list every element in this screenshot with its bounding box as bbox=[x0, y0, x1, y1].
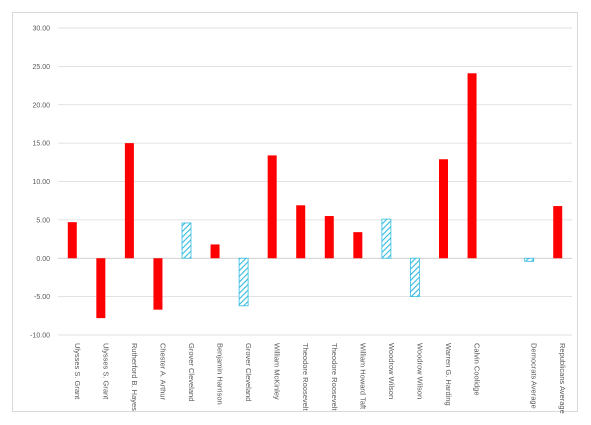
x-category-label: Grover Cleveland bbox=[187, 343, 196, 401]
bar bbox=[238, 257, 249, 307]
x-category-label: Chester A. Arthur bbox=[158, 343, 167, 401]
x-category-label: Republicans Average bbox=[558, 343, 567, 414]
bar bbox=[410, 257, 420, 298]
y-tick-label: 25.00 bbox=[32, 64, 50, 71]
y-tick-label: 20.00 bbox=[32, 102, 50, 109]
x-category-label: Calvin Coolidge bbox=[473, 343, 482, 396]
y-tick-label: 30.00 bbox=[32, 26, 50, 33]
bar bbox=[210, 244, 220, 259]
x-category-label: William Howard Taft bbox=[358, 343, 367, 410]
bar bbox=[296, 205, 306, 259]
bars bbox=[67, 73, 563, 319]
y-tick-label: -10.00 bbox=[30, 333, 50, 340]
x-category-label: Warren G. Harding bbox=[444, 343, 453, 406]
x-axis-category-labels: Ulysses S. Grant Ulysses S. Grant Rutherfo… bbox=[73, 343, 567, 414]
bar bbox=[153, 258, 163, 310]
chart-frame bbox=[12, 12, 578, 412]
bar bbox=[381, 218, 392, 259]
x-category-label: Woodrow Wilson bbox=[387, 343, 396, 399]
y-tick-label: 5.00 bbox=[36, 217, 50, 224]
y-tick-label: -5.00 bbox=[34, 294, 50, 301]
bar bbox=[524, 257, 535, 262]
bar bbox=[181, 222, 192, 259]
y-tick-label: 0.00 bbox=[36, 256, 50, 263]
x-category-label: Ulysses S. Grant bbox=[73, 343, 82, 400]
x-category-label: Rutherford B. Hayes bbox=[130, 343, 139, 411]
bar bbox=[353, 232, 363, 259]
x-category-label: Theodore Roosevelt bbox=[330, 343, 339, 411]
bar bbox=[439, 159, 448, 259]
y-tick-label: 10.00 bbox=[32, 179, 50, 186]
x-category-label: William McKinley bbox=[273, 343, 282, 400]
x-category-label: Democrats Average bbox=[530, 343, 539, 409]
bar bbox=[553, 206, 563, 259]
x-category-label: Woodrow Wilson bbox=[415, 343, 424, 399]
y-tick-label: 15.00 bbox=[32, 141, 50, 148]
x-category-label: Grover Cleveland bbox=[244, 343, 253, 401]
y-axis-tick-labels: -10.00 -5.00 0.00 5.00 10.00 15.00 20.00 25.00 3… bbox=[30, 26, 50, 340]
bar bbox=[124, 143, 134, 259]
bar bbox=[324, 216, 334, 259]
x-category-label: Benjamin Harrison bbox=[216, 343, 225, 405]
bar bbox=[267, 155, 277, 259]
x-category-label: Ulysses S. Grant bbox=[101, 343, 110, 400]
bar bbox=[67, 222, 77, 259]
bar bbox=[467, 73, 477, 259]
x-category-label: Theodore Roosevelt bbox=[301, 343, 310, 411]
bar bbox=[96, 258, 106, 319]
gridlines bbox=[58, 27, 572, 336]
